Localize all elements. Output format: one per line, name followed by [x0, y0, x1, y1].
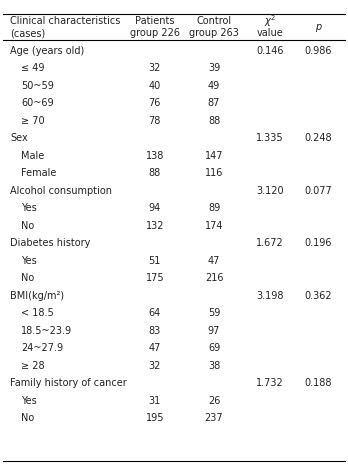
Text: p: p — [315, 22, 322, 32]
Text: 18.5~23.9: 18.5~23.9 — [21, 325, 72, 336]
Text: 0.248: 0.248 — [304, 133, 332, 143]
Text: Patients: Patients — [135, 16, 175, 26]
Text: BMI(kg/m²): BMI(kg/m²) — [10, 290, 65, 301]
Text: 216: 216 — [205, 273, 223, 283]
Text: 147: 147 — [205, 150, 223, 161]
Text: Family history of cancer: Family history of cancer — [10, 378, 127, 388]
Text: 88: 88 — [208, 115, 220, 126]
Text: 132: 132 — [145, 220, 164, 231]
Text: 31: 31 — [149, 395, 161, 406]
Text: Diabetes history: Diabetes history — [10, 238, 91, 248]
Text: 51: 51 — [149, 255, 161, 266]
Text: 38: 38 — [208, 360, 220, 371]
Text: 32: 32 — [149, 63, 161, 73]
Text: 116: 116 — [205, 168, 223, 178]
Text: group 263: group 263 — [189, 28, 239, 38]
Text: 60~69: 60~69 — [21, 98, 54, 108]
Text: 47: 47 — [149, 343, 161, 353]
Text: Yes: Yes — [21, 203, 37, 213]
Text: 88: 88 — [149, 168, 161, 178]
Text: 87: 87 — [208, 98, 220, 108]
Text: 89: 89 — [208, 203, 220, 213]
Text: Control: Control — [197, 16, 231, 26]
Text: 47: 47 — [208, 255, 220, 266]
Text: 1.732: 1.732 — [256, 378, 284, 388]
Text: 39: 39 — [208, 63, 220, 73]
Text: 0.146: 0.146 — [256, 45, 284, 56]
Text: 3.120: 3.120 — [256, 185, 284, 196]
Text: Female: Female — [21, 168, 56, 178]
Text: 237: 237 — [205, 413, 223, 423]
Text: No: No — [21, 273, 34, 283]
Text: Alcohol consumption: Alcohol consumption — [10, 185, 112, 196]
Text: Yes: Yes — [21, 395, 37, 406]
Text: $\chi^2$: $\chi^2$ — [263, 13, 276, 29]
Text: 69: 69 — [208, 343, 220, 353]
Text: 0.077: 0.077 — [304, 185, 332, 196]
Text: group 226: group 226 — [130, 28, 180, 38]
Text: 76: 76 — [149, 98, 161, 108]
Text: ≥ 28: ≥ 28 — [21, 360, 45, 371]
Text: 0.188: 0.188 — [304, 378, 332, 388]
Text: 174: 174 — [205, 220, 223, 231]
Text: No: No — [21, 220, 34, 231]
Text: 50~59: 50~59 — [21, 80, 54, 91]
Text: 40: 40 — [149, 80, 161, 91]
Text: 97: 97 — [208, 325, 220, 336]
Text: 64: 64 — [149, 308, 161, 318]
Text: 49: 49 — [208, 80, 220, 91]
Text: Age (years old): Age (years old) — [10, 45, 85, 56]
Text: (cases): (cases) — [10, 28, 46, 38]
Text: value: value — [256, 28, 283, 38]
Text: Yes: Yes — [21, 255, 37, 266]
Text: 59: 59 — [208, 308, 220, 318]
Text: 94: 94 — [149, 203, 161, 213]
Text: Sex: Sex — [10, 133, 28, 143]
Text: Clinical characteristics: Clinical characteristics — [10, 16, 121, 26]
Text: ≥ 70: ≥ 70 — [21, 115, 45, 126]
Text: 78: 78 — [149, 115, 161, 126]
Text: 83: 83 — [149, 325, 161, 336]
Text: 3.198: 3.198 — [256, 290, 284, 301]
Text: 26: 26 — [208, 395, 220, 406]
Text: 1.672: 1.672 — [256, 238, 284, 248]
Text: No: No — [21, 413, 34, 423]
Text: Male: Male — [21, 150, 44, 161]
Text: 1.335: 1.335 — [256, 133, 284, 143]
Text: 32: 32 — [149, 360, 161, 371]
Text: 195: 195 — [145, 413, 164, 423]
Text: 0.362: 0.362 — [304, 290, 332, 301]
Text: 0.986: 0.986 — [304, 45, 332, 56]
Text: 138: 138 — [146, 150, 164, 161]
Text: 175: 175 — [145, 273, 164, 283]
Text: ≤ 49: ≤ 49 — [21, 63, 45, 73]
Text: < 18.5: < 18.5 — [21, 308, 54, 318]
Text: 24~27.9: 24~27.9 — [21, 343, 63, 353]
Text: 0.196: 0.196 — [304, 238, 332, 248]
